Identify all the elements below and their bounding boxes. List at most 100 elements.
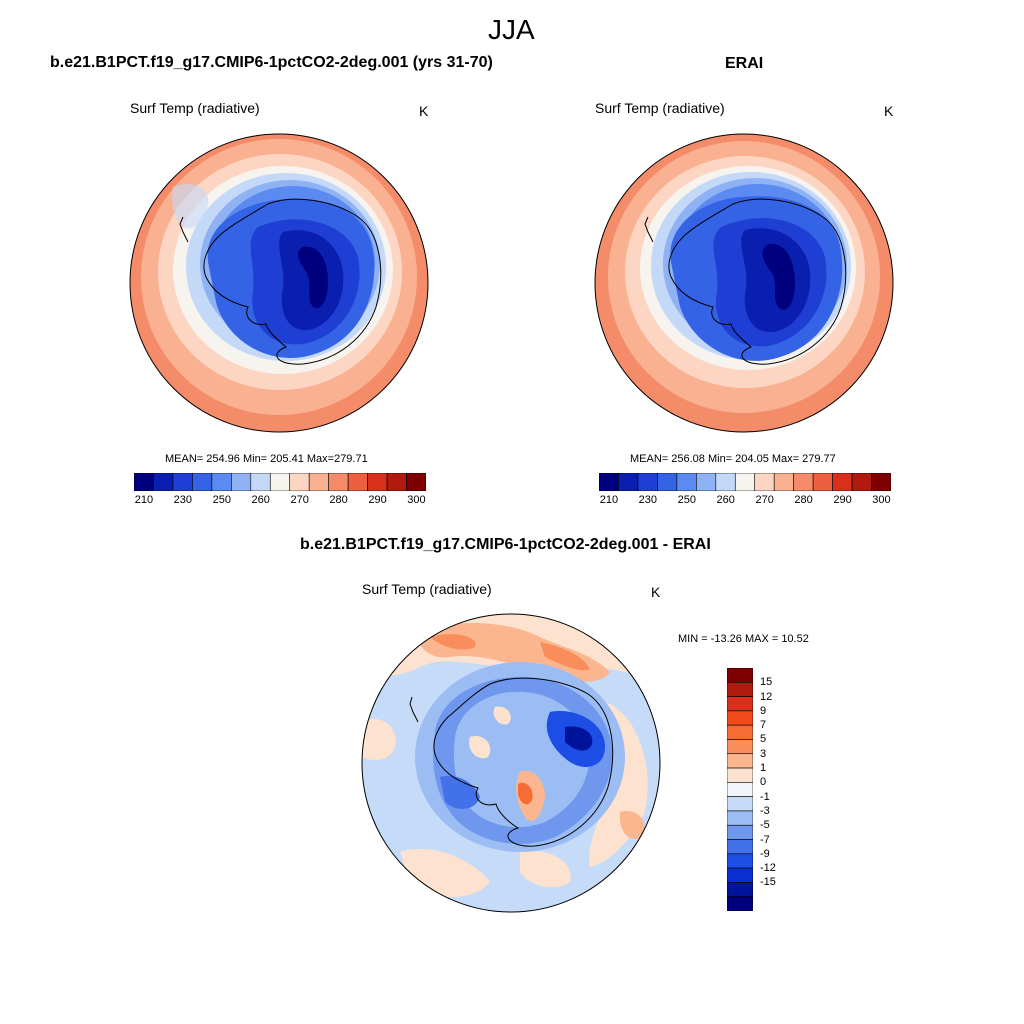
colorbar-swatch	[734, 473, 756, 491]
colorbar-tick-label: 7	[760, 719, 767, 732]
diff-variable-label: Surf Temp (radiative)	[362, 581, 492, 597]
colorbar-tick-label: 230	[173, 494, 193, 506]
colorbar-tick-label: 1	[760, 762, 767, 775]
obs-polar-map	[594, 133, 894, 433]
obs-colorbar	[599, 473, 891, 491]
colorbar-swatch	[727, 681, 753, 697]
colorbar-swatch	[727, 782, 753, 797]
colorbar-swatch	[727, 767, 753, 783]
colorbar-swatch	[727, 839, 753, 855]
colorbar-swatch	[618, 473, 639, 491]
colorbar-swatch	[367, 473, 388, 491]
colorbar-swatch	[727, 724, 753, 740]
colorbar-swatch	[347, 473, 368, 491]
colorbar-swatch	[793, 473, 814, 491]
colorbar-swatch	[308, 473, 329, 491]
model-panel-title: b.e21.B1PCT.f19_g17.CMIP6-1pctCO2-2deg.0…	[50, 54, 493, 71]
colorbar-tick-label: 250	[212, 494, 231, 506]
colorbar-swatch	[715, 473, 736, 491]
colorbar-tick-label: -1	[760, 790, 770, 803]
model-stats: MEAN= 254.96 Min= 205.41 Max=279.71	[165, 453, 368, 465]
colorbar-tick-label: 270	[755, 494, 774, 506]
colorbar-swatch	[172, 473, 193, 491]
colorbar-tick-label: 5	[760, 733, 767, 746]
colorbar-tick-label: 210	[599, 494, 619, 506]
diff-colorbar	[727, 668, 753, 911]
obs-units-label: K	[884, 103, 894, 119]
colorbar-swatch	[599, 473, 619, 491]
colorbar-tick-label: 250	[677, 494, 696, 506]
colorbar-swatch	[211, 473, 232, 491]
colorbar-swatch	[727, 824, 753, 840]
diff-colorbar-ticks: 15 12 9 7 5 3 1 0 -1 -3 -5 -7 -9 -12 -15	[757, 668, 797, 911]
colorbar-tick-label: 290	[368, 494, 387, 506]
colorbar-tick-label: 12	[760, 690, 773, 703]
colorbar-swatch	[727, 796, 753, 812]
model-units-label: K	[419, 103, 429, 119]
colorbar-swatch	[727, 753, 753, 769]
colorbar-swatch	[386, 473, 407, 491]
colorbar-swatch	[134, 473, 154, 491]
colorbar-tick-label: 280	[329, 494, 348, 506]
colorbar-swatch	[727, 739, 753, 755]
colorbar-tick-label: 9	[760, 704, 767, 717]
colorbar-swatch	[289, 473, 310, 491]
colorbar-tick-label: 300	[872, 494, 891, 506]
diff-panel-title: b.e21.B1PCT.f19_g17.CMIP6-1pctCO2-2deg.0…	[300, 536, 711, 553]
colorbar-swatch	[637, 473, 658, 491]
diff-stats: MIN = -13.26 MAX = 10.52	[678, 633, 809, 645]
obs-stats: MEAN= 256.08 Min= 204.05 Max= 279.77	[630, 453, 836, 465]
colorbar-swatch	[773, 473, 794, 491]
colorbar-tick-label: -15	[760, 876, 776, 889]
colorbar-swatch	[153, 473, 174, 491]
colorbar-tick-label: 3	[760, 747, 767, 760]
colorbar-swatch	[754, 473, 775, 491]
colorbar-swatch	[406, 473, 426, 491]
colorbar-tick-label: 0	[760, 776, 767, 789]
colorbar-swatch	[727, 896, 753, 911]
colorbar-tick-label: 15	[760, 676, 773, 689]
model-polar-map	[129, 133, 429, 433]
obs-panel-title: ERAI	[725, 55, 764, 72]
colorbar-swatch	[676, 473, 697, 491]
colorbar-swatch	[657, 473, 678, 491]
diff-units-label: K	[651, 584, 661, 600]
colorbar-swatch	[727, 882, 753, 898]
colorbar-swatch	[328, 473, 349, 491]
colorbar-swatch	[727, 668, 753, 683]
obs-variable-label: Surf Temp (radiative)	[595, 100, 725, 116]
colorbar-swatch	[231, 473, 252, 491]
colorbar-tick-label: 210	[134, 494, 154, 506]
colorbar-swatch	[832, 473, 853, 491]
colorbar-tick-label: -3	[760, 804, 770, 817]
colorbar-tick-label: 270	[290, 494, 309, 506]
colorbar-swatch	[696, 473, 717, 491]
colorbar-swatch	[727, 710, 753, 726]
colorbar-tick-label: 280	[794, 494, 813, 506]
obs-colorbar-ticks: 210 230 250 260 270 280 290 300	[599, 494, 891, 510]
colorbar-tick-label: 230	[638, 494, 658, 506]
model-colorbar-ticks: 210 230 250 260 270 280 290 300	[134, 494, 426, 510]
colorbar-swatch	[727, 810, 753, 826]
colorbar-swatch	[269, 473, 291, 491]
colorbar-swatch	[727, 867, 753, 883]
model-colorbar	[134, 473, 426, 491]
colorbar-swatch	[871, 473, 891, 491]
colorbar-tick-label: 260	[716, 494, 735, 506]
figure-title: JJA	[488, 14, 535, 45]
colorbar-tick-label: -12	[760, 862, 776, 875]
colorbar-swatch	[812, 473, 833, 491]
colorbar-tick-label: 300	[407, 494, 426, 506]
model-variable-label: Surf Temp (radiative)	[130, 100, 260, 116]
diff-polar-map	[361, 613, 661, 913]
colorbar-tick-label: -5	[760, 819, 770, 832]
colorbar-swatch	[851, 473, 872, 491]
colorbar-swatch	[727, 853, 753, 869]
colorbar-tick-label: -7	[760, 833, 770, 846]
colorbar-tick-label: -9	[760, 847, 770, 860]
colorbar-tick-label: 260	[251, 494, 270, 506]
colorbar-swatch	[727, 696, 753, 712]
colorbar-swatch	[192, 473, 213, 491]
colorbar-tick-label: 290	[833, 494, 852, 506]
colorbar-swatch	[250, 473, 271, 491]
